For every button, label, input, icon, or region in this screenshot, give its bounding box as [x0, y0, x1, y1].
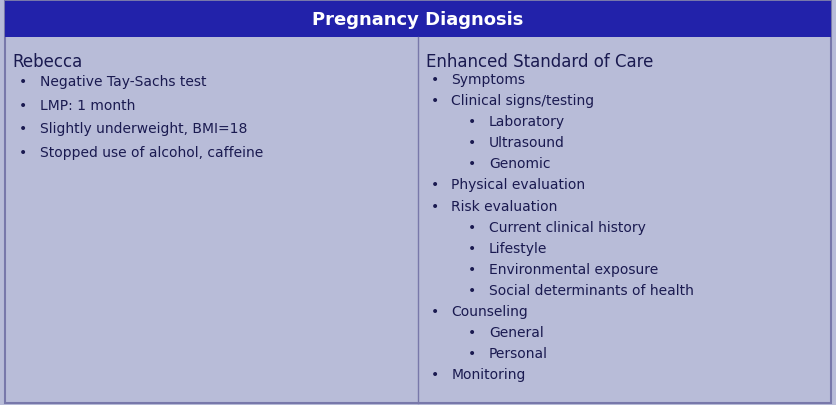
- Text: Stopped use of alcohol, caffeine: Stopped use of alcohol, caffeine: [40, 145, 263, 160]
- Text: Clinical signs/testing: Clinical signs/testing: [451, 94, 594, 108]
- Text: General: General: [489, 325, 543, 339]
- Text: Slightly underweight, BMI=18: Slightly underweight, BMI=18: [40, 122, 247, 136]
- Text: Negative Tay-Sachs test: Negative Tay-Sachs test: [40, 75, 206, 89]
- Text: Counseling: Counseling: [451, 304, 528, 318]
- Text: •: •: [431, 304, 439, 318]
- Text: Enhanced Standard of Care: Enhanced Standard of Care: [426, 53, 654, 70]
- Text: Social determinants of health: Social determinants of health: [489, 283, 694, 297]
- Text: Symptoms: Symptoms: [451, 72, 526, 87]
- Text: •: •: [18, 75, 27, 89]
- Text: Current clinical history: Current clinical history: [489, 220, 646, 234]
- Text: •: •: [468, 220, 477, 234]
- Text: •: •: [468, 325, 477, 339]
- Text: Risk evaluation: Risk evaluation: [451, 199, 558, 213]
- Text: Physical evaluation: Physical evaluation: [451, 178, 585, 192]
- Text: Environmental exposure: Environmental exposure: [489, 262, 658, 276]
- Text: Rebecca: Rebecca: [13, 53, 83, 70]
- Text: •: •: [431, 178, 439, 192]
- Text: Monitoring: Monitoring: [451, 367, 526, 382]
- Text: •: •: [431, 94, 439, 108]
- Bar: [5, 2, 831, 38]
- Text: •: •: [431, 199, 439, 213]
- Text: LMP: 1 month: LMP: 1 month: [40, 98, 135, 113]
- Text: •: •: [468, 136, 477, 150]
- Text: •: •: [468, 262, 477, 276]
- Text: Ultrasound: Ultrasound: [489, 136, 565, 150]
- Text: Laboratory: Laboratory: [489, 115, 565, 129]
- Text: •: •: [468, 346, 477, 360]
- Text: •: •: [431, 367, 439, 382]
- Text: •: •: [431, 72, 439, 87]
- Text: Personal: Personal: [489, 346, 548, 360]
- Text: Pregnancy Diagnosis: Pregnancy Diagnosis: [313, 11, 523, 29]
- Text: •: •: [468, 241, 477, 255]
- Text: •: •: [18, 98, 27, 113]
- Text: Lifestyle: Lifestyle: [489, 241, 548, 255]
- Text: •: •: [18, 122, 27, 136]
- Text: •: •: [468, 115, 477, 129]
- Text: •: •: [468, 283, 477, 297]
- Text: Genomic: Genomic: [489, 157, 551, 171]
- Text: •: •: [18, 145, 27, 160]
- Text: •: •: [468, 157, 477, 171]
